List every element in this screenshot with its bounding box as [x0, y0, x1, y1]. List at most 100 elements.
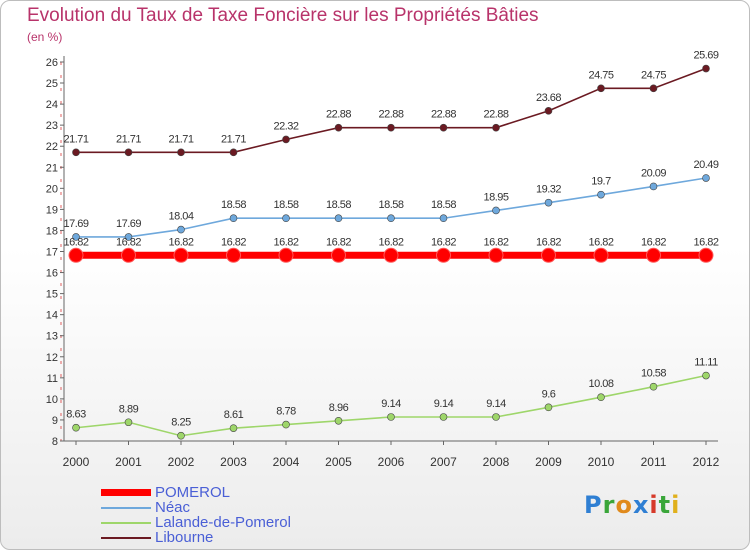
data-point-pomerol — [383, 247, 399, 263]
data-label-n-ac: 18.04 — [168, 211, 193, 223]
y-tick-label: 10 — [46, 394, 58, 406]
data-point-lalande-de-pomerol — [334, 416, 343, 425]
data-label-pomerol: 16.82 — [378, 236, 403, 248]
data-point-lalande-de-pomerol — [439, 413, 448, 421]
data-label-lalande-de-pomerol: 9.14 — [434, 398, 454, 410]
data-label-n-ac: 18.58 — [431, 199, 456, 211]
legend: POMEROL Néac Lalande-de-Pomerol Libourne — [101, 485, 291, 545]
data-point-libourne — [282, 135, 290, 144]
data-point-libourne — [177, 148, 185, 157]
data-point-lalande-de-pomerol — [597, 393, 605, 402]
data-point-pomerol — [698, 247, 714, 263]
data-label-pomerol: 16.82 — [483, 236, 508, 248]
data-label-lalande-de-pomerol: 9.14 — [381, 398, 401, 410]
data-label-pomerol: 16.82 — [116, 236, 141, 248]
data-point-n-ac — [702, 174, 710, 182]
y-tick-label: 18 — [46, 225, 58, 237]
legend-label: Libourne — [155, 529, 214, 546]
data-point-pomerol — [68, 247, 84, 263]
logo-letter: P — [584, 491, 603, 519]
data-point-pomerol — [226, 247, 241, 263]
data-point-libourne — [544, 107, 553, 115]
data-point-pomerol — [121, 247, 136, 263]
data-point-pomerol — [646, 247, 661, 263]
data-point-n-ac — [544, 198, 553, 207]
data-label-n-ac: 19.32 — [536, 184, 561, 196]
logo-letter: i — [649, 491, 659, 519]
data-point-n-ac — [597, 190, 605, 199]
y-tick-label: 15 — [46, 289, 58, 301]
data-label-libourne: 21.71 — [116, 133, 141, 145]
data-label-n-ac: 18.58 — [273, 199, 298, 211]
data-label-lalande-de-pomerol: 8.61 — [224, 409, 244, 421]
data-point-libourne — [72, 148, 80, 157]
x-tick-label: 2001 — [115, 455, 142, 469]
legend-item: POMEROL — [101, 485, 291, 500]
data-label-n-ac: 20.09 — [641, 167, 666, 179]
logo-letter: x — [632, 491, 650, 519]
y-tick-label: 19 — [46, 204, 58, 216]
y-tick-label: 12 — [46, 352, 58, 364]
data-label-lalande-de-pomerol: 11.11 — [694, 357, 718, 369]
data-point-libourne — [387, 123, 395, 132]
data-label-n-ac: 17.69 — [63, 218, 88, 230]
x-tick-label: 2002 — [168, 455, 195, 469]
unit-label: (en %) — [27, 30, 63, 44]
data-point-libourne — [439, 123, 448, 132]
data-label-n-ac: 19.7 — [591, 176, 611, 188]
data-label-lalande-de-pomerol: 8.89 — [119, 403, 139, 415]
y-tick-label: 21 — [46, 162, 58, 174]
data-point-libourne — [702, 64, 710, 73]
x-tick-label: 2011 — [641, 455, 667, 469]
data-point-lalande-de-pomerol — [282, 420, 290, 429]
x-tick-label: 2007 — [430, 455, 457, 469]
y-tick-label: 20 — [46, 183, 58, 195]
data-label-pomerol: 16.82 — [536, 236, 561, 248]
data-point-pomerol — [173, 247, 189, 263]
data-point-pomerol — [593, 247, 609, 263]
data-point-lalande-de-pomerol — [387, 413, 395, 421]
logo-letter: o — [615, 491, 633, 519]
x-tick-label: 2010 — [588, 455, 615, 469]
legend-label: POMEROL — [155, 484, 231, 501]
legend-label: Lalande-de-Pomerol — [155, 514, 291, 531]
legend-item: Néac — [101, 500, 291, 515]
data-label-lalande-de-pomerol: 8.25 — [171, 417, 191, 429]
data-point-lalande-de-pomerol — [124, 418, 133, 427]
data-label-n-ac: 17.69 — [116, 218, 141, 230]
legend-swatch — [101, 506, 151, 509]
legend-swatch — [101, 489, 151, 496]
data-point-lalande-de-pomerol — [702, 371, 710, 380]
data-label-libourne: 21.71 — [63, 133, 88, 145]
data-point-n-ac — [72, 233, 80, 241]
x-tick-label: 2006 — [378, 455, 405, 469]
logo-letter: t — [658, 491, 672, 519]
data-label-libourne: 21.71 — [168, 133, 193, 145]
data-point-n-ac — [229, 214, 238, 223]
x-tick-label: 2009 — [535, 455, 562, 469]
data-point-n-ac — [124, 233, 133, 241]
data-label-pomerol: 16.82 — [273, 236, 298, 248]
y-tick-label: 16 — [46, 268, 58, 280]
chart-title: Evolution du Taux de Taxe Foncière sur l… — [27, 5, 539, 26]
data-label-pomerol: 16.82 — [641, 236, 666, 248]
data-label-pomerol: 16.82 — [168, 236, 193, 248]
data-point-n-ac — [649, 182, 658, 191]
legend-item: Lalande-de-Pomerol — [101, 515, 291, 530]
data-label-libourne: 22.88 — [431, 109, 456, 121]
data-label-pomerol: 16.82 — [63, 236, 88, 248]
data-label-lalande-de-pomerol: 8.96 — [329, 402, 349, 414]
y-tick-label: 14 — [46, 310, 58, 322]
x-tick-label: 2004 — [273, 455, 300, 469]
data-point-libourne — [649, 84, 658, 93]
data-point-lalande-de-pomerol — [177, 431, 185, 440]
proxiti-logo: Proxiti — [584, 491, 680, 519]
data-point-n-ac — [334, 214, 343, 223]
data-label-libourne: 22.88 — [326, 109, 351, 121]
data-label-lalande-de-pomerol: 8.63 — [66, 409, 86, 421]
data-point-lalande-de-pomerol — [544, 403, 553, 412]
data-label-n-ac: 18.95 — [483, 191, 508, 203]
data-label-n-ac: 18.58 — [221, 199, 246, 211]
